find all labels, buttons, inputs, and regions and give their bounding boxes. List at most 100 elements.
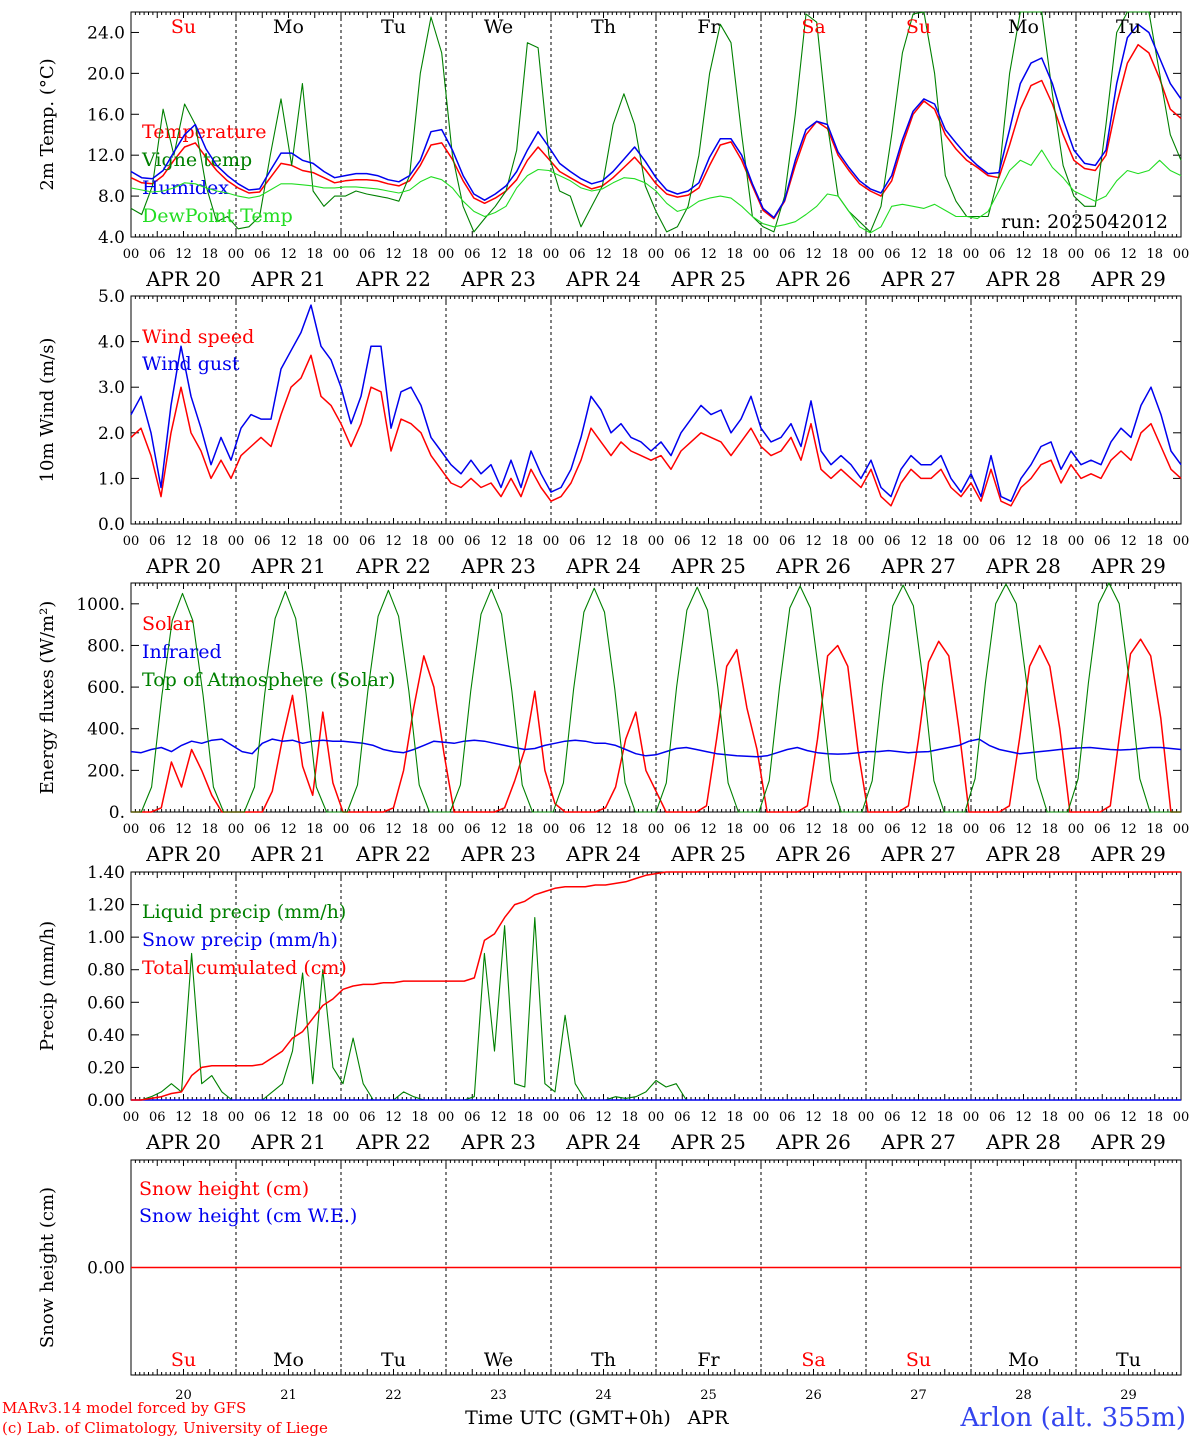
hour-tick-label: 06	[989, 534, 1006, 549]
day-number: 27	[910, 1388, 927, 1403]
legend-entry: Snow height (cm W.E.)	[139, 1205, 357, 1227]
hour-tick-label: 12	[1120, 247, 1137, 262]
legend-entry: Wind speed	[142, 326, 254, 348]
hour-tick-label: 00	[123, 1110, 140, 1125]
y-tick-label: 1000.	[76, 595, 125, 615]
day-name-bottom: Mo	[273, 1349, 304, 1371]
hour-tick-label: 00	[648, 247, 665, 262]
hour-tick-label: 18	[201, 822, 218, 837]
date-label: APR 27	[880, 1130, 956, 1154]
hour-tick-label: 06	[779, 1110, 796, 1125]
hour-tick-label: 00	[1173, 822, 1190, 837]
series-line-total-cumulated-cm-	[131, 871, 1181, 1101]
hour-tick-label: 00	[543, 822, 560, 837]
legend-entry: Total cumulated (cm)	[142, 957, 347, 979]
hour-tick-label: 00	[438, 534, 455, 549]
hour-tick-label: 06	[674, 822, 691, 837]
date-label: APR 29	[1090, 267, 1166, 291]
hour-tick-label: 00	[333, 1110, 350, 1125]
hour-tick-label: 12	[280, 247, 297, 262]
y-axis-label: Precip (mm/h)	[37, 921, 58, 1051]
series-line-wind-speed	[130, 354, 1182, 507]
date-label: APR 22	[355, 1130, 431, 1154]
y-tick-label: 0.40	[87, 1026, 125, 1046]
hour-tick-label: 18	[411, 247, 428, 262]
legend-entry: DewPoint Temp	[142, 205, 293, 227]
date-label: APR 25	[670, 1130, 746, 1154]
hour-tick-label: 00	[753, 247, 770, 262]
hour-tick-label: 00	[438, 247, 455, 262]
series-line-solar	[131, 638, 1181, 813]
y-tick-label: 0.80	[87, 961, 125, 981]
y-tick-label: 200.	[87, 761, 125, 781]
date-label: APR 22	[355, 554, 431, 578]
hour-tick-label: 06	[989, 822, 1006, 837]
hour-tick-label: 00	[963, 534, 980, 549]
hour-tick-label: 18	[831, 534, 848, 549]
y-tick-label: 0.	[109, 803, 125, 823]
date-label: APR 22	[355, 842, 431, 866]
hour-tick-label: 18	[936, 247, 953, 262]
date-label: APR 23	[460, 554, 536, 578]
y-tick-label: 1.20	[87, 896, 125, 916]
day-name-bottom: Tu	[1116, 1349, 1141, 1371]
date-label: APR 28	[985, 842, 1061, 866]
day-number: 25	[700, 1388, 717, 1403]
day-name-bottom: Su	[906, 1349, 931, 1371]
series-line-humidex	[130, 23, 1182, 219]
date-label: APR 24	[565, 267, 641, 291]
day-number: 20	[175, 1388, 192, 1403]
date-label: APR 28	[985, 554, 1061, 578]
hour-tick-label: 00	[1173, 1110, 1190, 1125]
hour-tick-label: 06	[779, 247, 796, 262]
hour-tick-label: 06	[464, 534, 481, 549]
hour-tick-label: 06	[569, 822, 586, 837]
legend-entry: Temperature	[142, 121, 266, 143]
hour-tick-label: 18	[621, 534, 638, 549]
hour-tick-label: 06	[464, 822, 481, 837]
hour-tick-label: 12	[700, 1110, 717, 1125]
hour-tick-label: 12	[1120, 534, 1137, 549]
day-number: 26	[805, 1388, 822, 1403]
hour-tick-label: 00	[1068, 822, 1085, 837]
hour-tick-label: 00	[1173, 534, 1190, 549]
hour-tick-label: 18	[516, 822, 533, 837]
y-tick-label: 0.00	[87, 1259, 125, 1279]
date-label: APR 24	[565, 1130, 641, 1154]
hour-tick-label: 12	[910, 1110, 927, 1125]
date-label: APR 26	[775, 267, 851, 291]
date-label: APR 27	[880, 554, 956, 578]
legend-entry: Top of Atmosphere (Solar)	[142, 669, 395, 691]
date-label: APR 25	[670, 267, 746, 291]
day-name-top: We	[484, 16, 513, 38]
x-axis-month: APR	[687, 1407, 730, 1429]
day-name-bottom: Th	[591, 1349, 616, 1371]
hour-tick-label: 12	[490, 534, 507, 549]
hour-tick-label: 06	[359, 534, 376, 549]
y-tick-label: 8.0	[98, 187, 125, 207]
date-label: APR 20	[145, 1130, 221, 1154]
hour-tick-label: 06	[779, 534, 796, 549]
hour-tick-label: 12	[910, 534, 927, 549]
hour-tick-label: 00	[648, 822, 665, 837]
hour-tick-label: 18	[726, 534, 743, 549]
hour-tick-label: 06	[569, 1110, 586, 1125]
hour-tick-label: 12	[1015, 534, 1032, 549]
hour-tick-label: 06	[884, 822, 901, 837]
day-name-top: Tu	[381, 16, 406, 38]
hour-tick-label: 12	[385, 822, 402, 837]
day-name-top: Tu	[1116, 16, 1141, 38]
date-label: APR 26	[775, 842, 851, 866]
hour-tick-label: 18	[516, 1110, 533, 1125]
hour-tick-label: 00	[858, 1110, 875, 1125]
hour-tick-label: 12	[700, 247, 717, 262]
hour-tick-label: 06	[254, 822, 271, 837]
date-label: APR 27	[880, 267, 956, 291]
hour-tick-label: 06	[1094, 1110, 1111, 1125]
hour-tick-label: 06	[464, 1110, 481, 1125]
station-label: Arlon (alt. 355m)	[960, 1403, 1186, 1433]
hour-tick-label: 06	[149, 247, 166, 262]
hour-tick-label: 18	[936, 534, 953, 549]
hour-tick-label: 18	[516, 534, 533, 549]
